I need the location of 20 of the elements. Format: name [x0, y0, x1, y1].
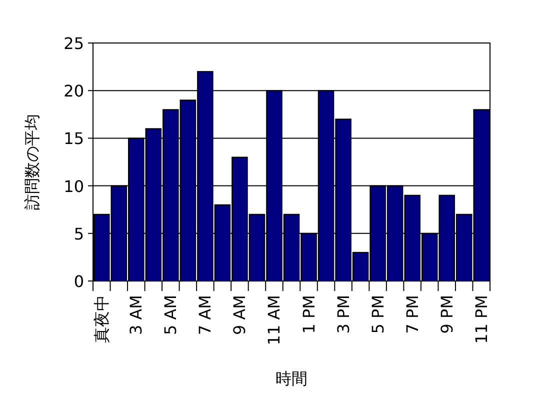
x-tick-label: 11 PM [472, 295, 491, 344]
y-tick-label: 25 [64, 34, 84, 53]
x-tick-label: 5 AM [161, 295, 180, 336]
x-tick-label: 9 AM [230, 295, 250, 336]
x-tick-label: 1 PM [299, 295, 318, 334]
y-tick-label: 0 [74, 272, 84, 291]
x-tick-label: 11 AM [264, 295, 284, 346]
y-axis-title: 訪問数の平均 [22, 114, 42, 210]
x-tick-label: 9 PM [437, 295, 456, 334]
x-axis-title: 時間 [276, 369, 308, 388]
y-tick-label: 10 [64, 176, 84, 196]
x-tick-label: 3 PM [334, 295, 353, 334]
x-tick-label: 真夜中 [92, 295, 112, 343]
x-tick-label: 7 AM [196, 295, 215, 336]
x-tick-label: 7 PM [402, 295, 422, 334]
y-tick-label: 5 [74, 224, 84, 244]
x-tick-label: 5 PM [368, 295, 388, 334]
y-tick-label: 20 [64, 82, 84, 101]
y-tick-label: 15 [64, 129, 84, 148]
x-tick-label: 3 AM [126, 295, 146, 336]
